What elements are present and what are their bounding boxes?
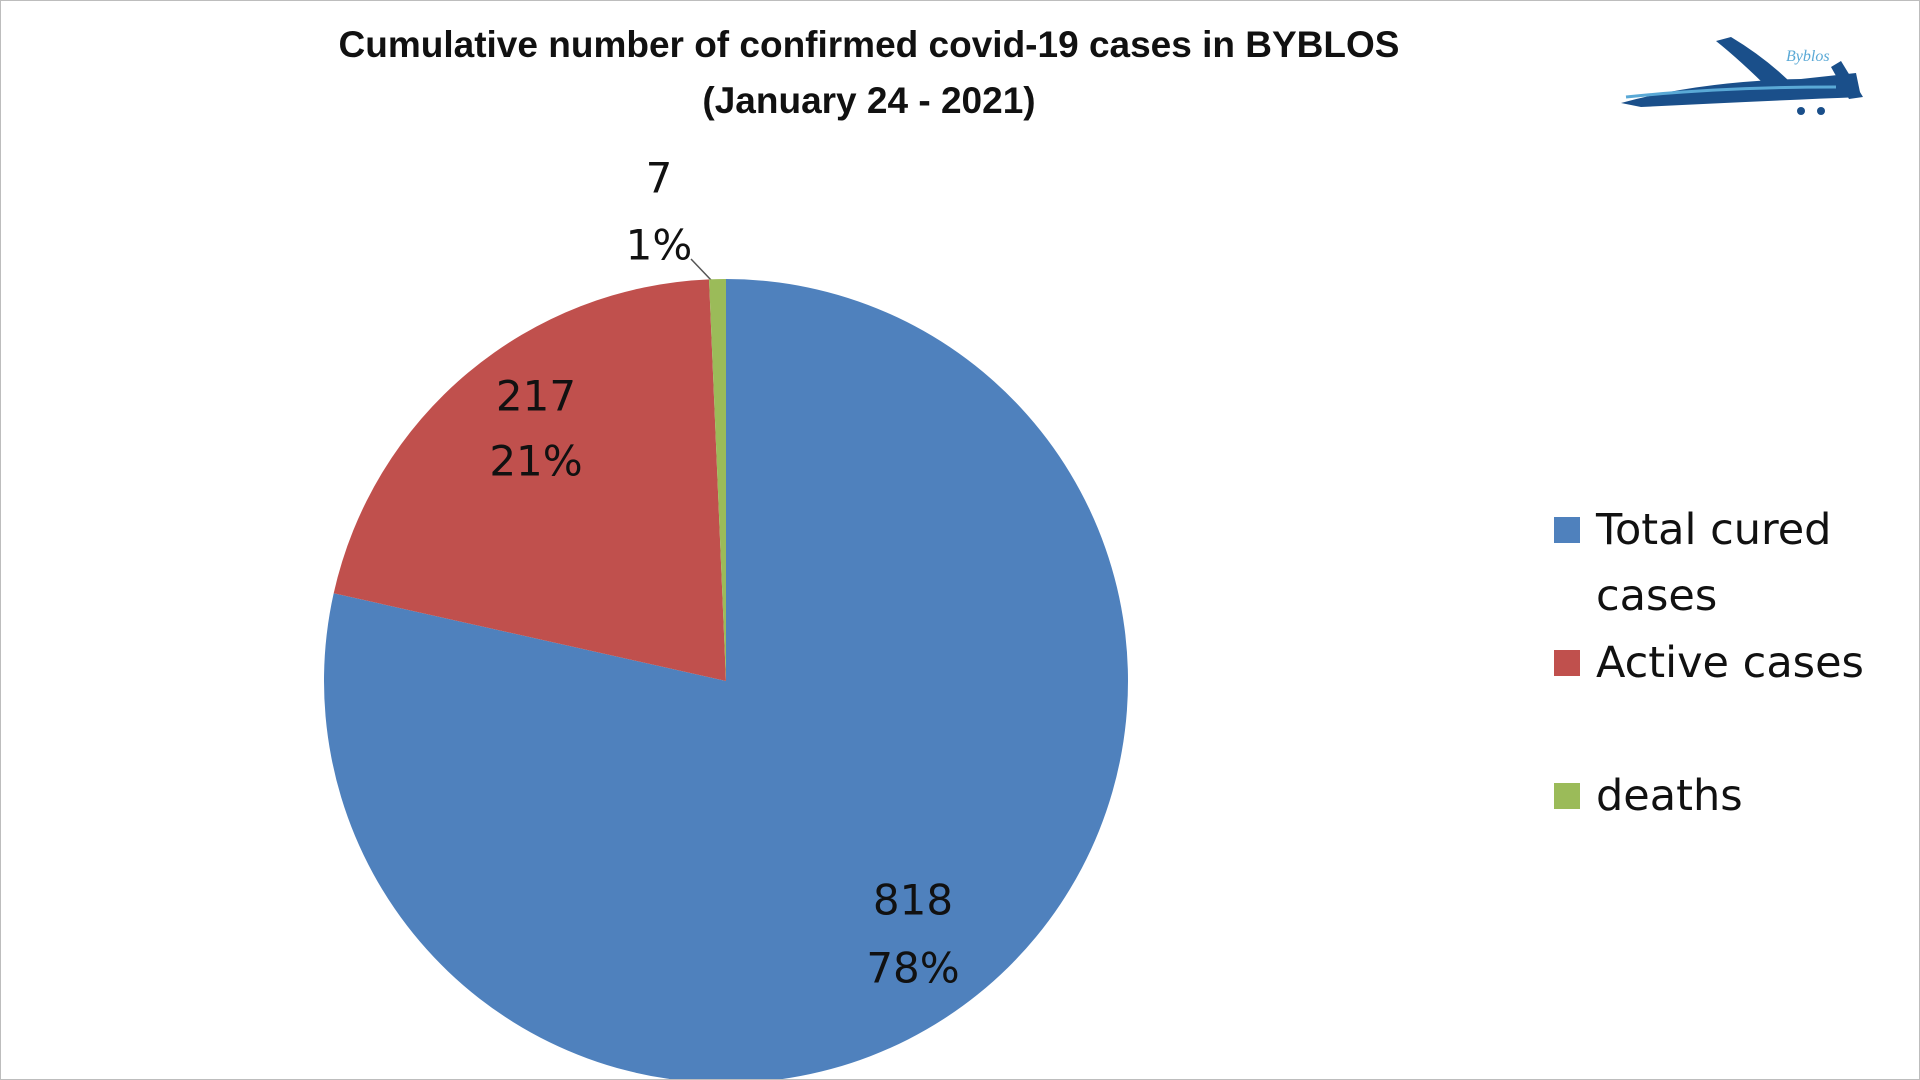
legend-label: Active cases (1596, 638, 1864, 688)
pie-slice (709, 279, 726, 681)
data-label-percent: 78% (866, 944, 959, 993)
chart-subtitle: (January 24 - 2021) (702, 80, 1035, 121)
leader-line (690, 258, 712, 281)
legend-item: Active cases (1554, 630, 1886, 696)
legend-label: deaths (1596, 771, 1743, 821)
data-label: 217 (496, 372, 576, 421)
data-label: 818 (873, 876, 953, 925)
legend-item: deaths (1554, 763, 1886, 829)
data-label-percent: 21% (489, 437, 582, 486)
legend-swatch (1554, 650, 1580, 676)
logo: Byblos (1621, 37, 1863, 115)
legend-item: Total cured cases (1554, 497, 1886, 629)
logo-text: Byblos (1786, 48, 1830, 65)
legend-label: Total cured cases (1596, 505, 1832, 621)
data-label-percent: 1% (626, 221, 693, 270)
pie-slice (333, 279, 726, 681)
legend-swatch (1554, 783, 1580, 809)
pie-slice (324, 279, 1128, 1079)
legend-swatch (1554, 517, 1580, 543)
data-label: 7 (646, 154, 673, 203)
chart-title: Cumulative number of confirmed covid-19 … (339, 24, 1400, 65)
